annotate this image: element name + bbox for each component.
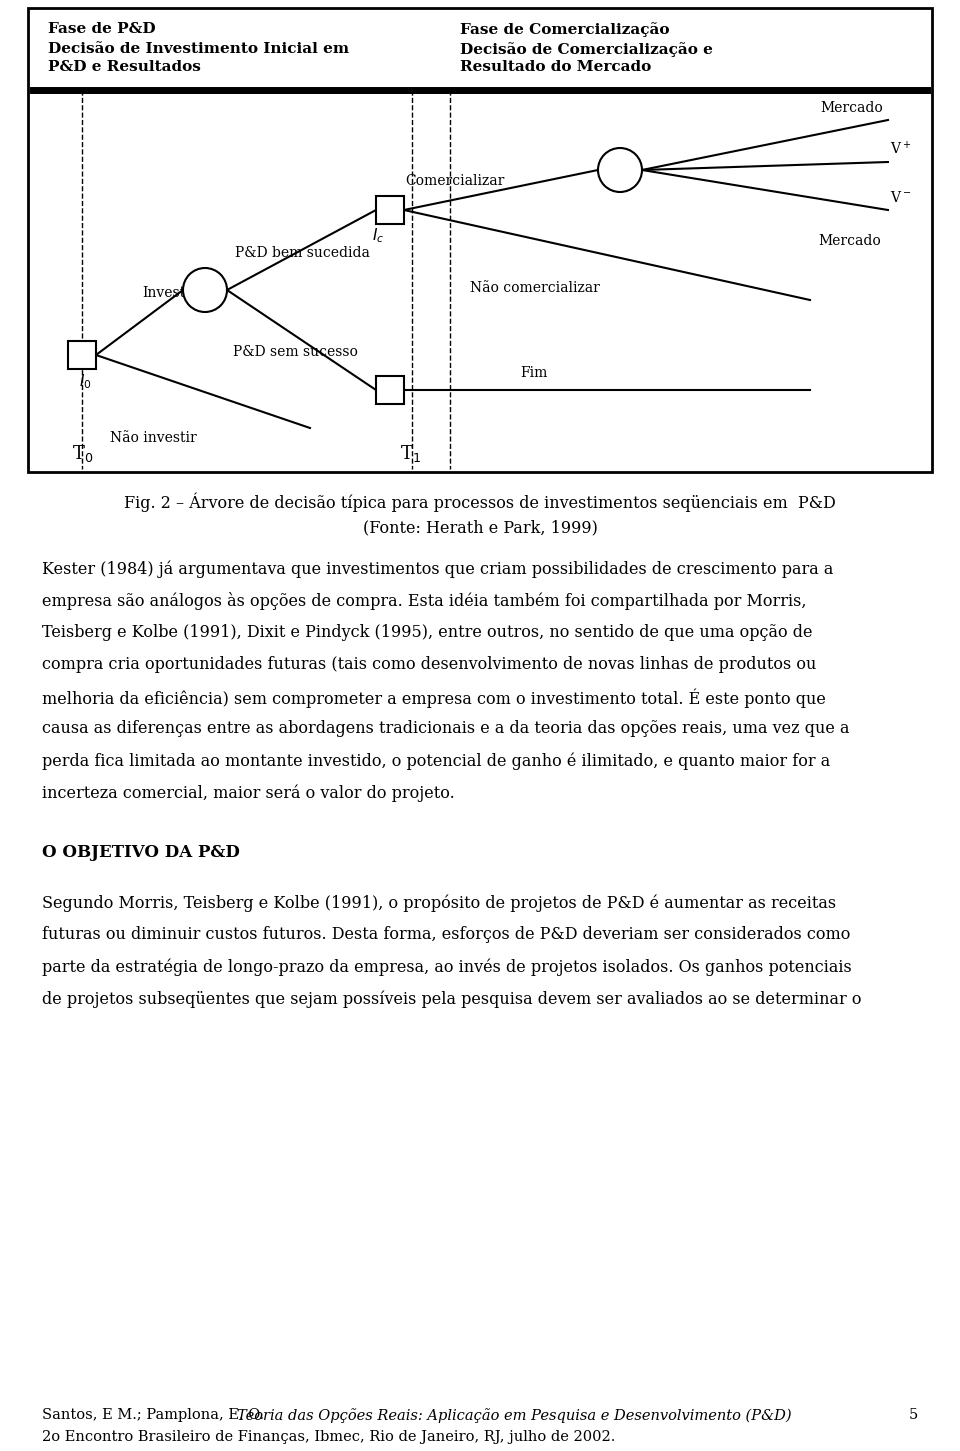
Text: V$^+$: V$^+$ bbox=[890, 139, 911, 157]
Bar bbox=[376, 196, 404, 223]
Text: melhoria da eficiência) sem comprometer a empresa com o investimento total. É es: melhoria da eficiência) sem comprometer … bbox=[42, 688, 826, 708]
Text: P&D e Resultados: P&D e Resultados bbox=[48, 59, 201, 74]
Text: Segundo Morris, Teisberg e Kolbe (1991), o propósito de projetos de P&D é aument: Segundo Morris, Teisberg e Kolbe (1991),… bbox=[42, 894, 836, 911]
Text: incerteza comercial, maior será o valor do projeto.: incerteza comercial, maior será o valor … bbox=[42, 784, 455, 801]
Text: 5: 5 bbox=[909, 1407, 918, 1422]
Text: Fase de Comercialização: Fase de Comercialização bbox=[460, 22, 669, 36]
Text: T$_0$: T$_0$ bbox=[72, 443, 93, 464]
Text: Mercado: Mercado bbox=[820, 102, 883, 115]
Bar bbox=[28, 9, 932, 472]
Text: de projetos subseqüentes que sejam possíveis pela pesquisa devem ser avaliados a: de projetos subseqüentes que sejam possí… bbox=[42, 990, 861, 1007]
Text: compra cria oportunidades futuras (tais como desenvolvimento de novas linhas de : compra cria oportunidades futuras (tais … bbox=[42, 656, 816, 673]
Text: empresa são análogos às opções de compra. Esta idéia também foi compartilhada po: empresa são análogos às opções de compra… bbox=[42, 592, 806, 609]
Circle shape bbox=[183, 268, 227, 312]
Text: V$^-$: V$^-$ bbox=[890, 190, 911, 205]
Text: Não comercializar: Não comercializar bbox=[470, 281, 600, 295]
Text: Santos, E M.; Pamplona, E. O.: Santos, E M.; Pamplona, E. O. bbox=[42, 1407, 269, 1422]
Text: Fig. 2 – Árvore de decisão típica para processos de investimentos seqüenciais em: Fig. 2 – Árvore de decisão típica para p… bbox=[124, 492, 836, 537]
Text: Teisberg e Kolbe (1991), Dixit e Pindyck (1995), entre outros, no sentido de que: Teisberg e Kolbe (1991), Dixit e Pindyck… bbox=[42, 624, 812, 641]
Text: Investir: Investir bbox=[142, 286, 197, 300]
Text: T$_1$: T$_1$ bbox=[400, 443, 421, 464]
Circle shape bbox=[598, 148, 642, 192]
Text: Comercializar: Comercializar bbox=[405, 174, 504, 189]
Text: 2o Encontro Brasileiro de Finanças, Ibmec, Rio de Janeiro, RJ, julho de 2002.: 2o Encontro Brasileiro de Finanças, Ibme… bbox=[42, 1431, 615, 1444]
Text: perda fica limitada ao montante investido, o potencial de ganho é ilimitado, e q: perda fica limitada ao montante investid… bbox=[42, 752, 830, 769]
Text: $I_c$: $I_c$ bbox=[372, 226, 384, 245]
Text: futuras ou diminuir custos futuros. Desta forma, esforços de P&D deveriam ser co: futuras ou diminuir custos futuros. Dest… bbox=[42, 926, 851, 943]
Text: Não investir: Não investir bbox=[110, 431, 197, 445]
Bar bbox=[68, 341, 96, 369]
Text: Decisão de Investimento Inicial em: Decisão de Investimento Inicial em bbox=[48, 42, 349, 57]
Text: O OBJETIVO DA P&D: O OBJETIVO DA P&D bbox=[42, 844, 240, 860]
Text: Teoria das Opções Reais: Aplicação em Pesquisa e Desenvolvimento (P&D): Teoria das Opções Reais: Aplicação em Pe… bbox=[237, 1407, 792, 1423]
Text: Resultado do Mercado: Resultado do Mercado bbox=[460, 59, 651, 74]
Text: Fase de P&D: Fase de P&D bbox=[48, 22, 156, 36]
Text: Mercado: Mercado bbox=[818, 234, 880, 248]
Bar bbox=[376, 376, 404, 403]
Text: parte da estratégia de longo-prazo da empresa, ao invés de projetos isolados. Os: parte da estratégia de longo-prazo da em… bbox=[42, 958, 852, 975]
Text: Decisão de Comercialização e: Decisão de Comercialização e bbox=[460, 42, 713, 57]
Text: P&D sem sucesso: P&D sem sucesso bbox=[233, 345, 358, 358]
Text: causa as diferenças entre as abordagens tradicionais e a da teoria das opções re: causa as diferenças entre as abordagens … bbox=[42, 720, 850, 737]
Text: Fim: Fim bbox=[520, 366, 547, 380]
Text: $I_0$: $I_0$ bbox=[79, 371, 91, 390]
Text: Kester (1984) já argumentava que investimentos que criam possibilidades de cresc: Kester (1984) já argumentava que investi… bbox=[42, 560, 833, 577]
Text: P&D bem sucedida: P&D bem sucedida bbox=[235, 247, 370, 260]
